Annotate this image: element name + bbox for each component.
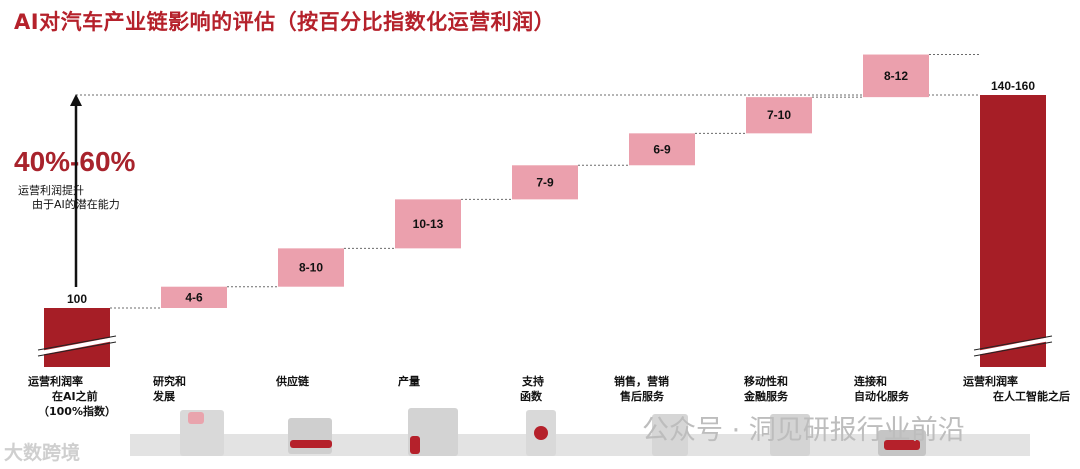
chart-title: AI对汽车产业链影响的评估（按百分比指数化运营利润）	[14, 10, 556, 34]
value-label-increment-2: 8-10	[299, 261, 323, 275]
watermark-right: 公众号 · 洞见研报行业前沿	[642, 415, 965, 446]
label-mobility: 移动性和 金融服务	[744, 374, 788, 404]
label-support-line2: 函数	[520, 390, 542, 403]
document-badge-icon	[534, 426, 548, 440]
label-start-line2: 在AI之前	[52, 390, 98, 403]
screen-icon	[188, 412, 204, 424]
label-connectivity: 连接和 自动化服务	[854, 374, 909, 404]
car-icon	[770, 414, 810, 456]
label-end: 运营利润率 在人工智能之后	[963, 374, 1070, 404]
value-label-start: 100	[67, 292, 87, 306]
label-rd-line2: 发展	[153, 390, 175, 403]
uplift-range: 40%-60%	[14, 146, 136, 177]
value-label-increment-4: 7-9	[536, 175, 554, 189]
value-label-end: 140-160	[991, 79, 1035, 93]
value-label-increment-6: 7-10	[767, 108, 791, 122]
bar-increment-4	[512, 165, 578, 200]
axis-break-line-a-1	[973, 335, 1053, 351]
bar-start	[44, 308, 110, 367]
bar-increment-6	[746, 97, 812, 134]
label-start-line1: 运营利润率	[28, 375, 83, 388]
label-rd: 研究和 发展	[153, 374, 186, 404]
robot-base-icon	[410, 436, 420, 454]
value-label-increment-5: 6-9	[653, 142, 671, 156]
axis-break-line-b-1	[973, 341, 1053, 357]
label-end-line2: 在人工智能之后	[993, 390, 1070, 403]
value-label-increment-3: 10-13	[413, 217, 444, 231]
label-connectivity-line2: 自动化服务	[854, 390, 909, 403]
sales-person-icon	[652, 414, 688, 456]
axis-break-line-a-0	[37, 335, 117, 351]
axis-break-1	[976, 337, 1050, 355]
watermark-left: 大数跨境	[4, 442, 81, 464]
bar-increment-1	[161, 286, 227, 308]
label-support-line1: 支持	[522, 375, 544, 388]
bar-end	[980, 95, 1046, 367]
uplift-desc-line1: 运营利润提升	[18, 184, 84, 197]
label-supply-chain-line1: 供应链	[276, 375, 309, 388]
bar-increment-5	[629, 133, 695, 166]
label-connectivity-line1: 连接和	[854, 375, 887, 388]
truck-stripe-icon	[290, 440, 332, 448]
bar-increment-2	[278, 248, 344, 287]
connected-car-body-icon	[884, 440, 920, 450]
uplift-arrow-head	[70, 94, 82, 106]
label-start-line3: （100%指数）	[38, 405, 116, 418]
label-mobility-line1: 移动性和	[744, 375, 788, 388]
label-support: 支持 函数	[520, 374, 544, 404]
bar-increment-7	[863, 54, 929, 98]
label-sales: 销售，营销 售后服务	[614, 374, 669, 404]
label-production: 产量	[398, 374, 420, 389]
label-production-line1: 产量	[398, 375, 420, 388]
label-supply-chain: 供应链	[276, 374, 309, 389]
label-end-line1: 运营利润率	[963, 375, 1018, 388]
label-sales-line1: 销售，营销	[614, 375, 669, 388]
label-mobility-line2: 金融服务	[744, 390, 788, 403]
axis-break-line-b-0	[37, 341, 117, 357]
label-rd-line1: 研究和	[153, 375, 186, 388]
value-label-increment-7: 8-12	[884, 69, 908, 83]
label-start: 运营利润率 在AI之前 （100%指数）	[28, 374, 116, 419]
bar-increment-3	[395, 199, 461, 249]
value-label-increment-1: 4-6	[185, 290, 203, 304]
axis-break-0	[40, 337, 114, 355]
truck-icon	[288, 418, 332, 454]
label-sales-line2: 售后服务	[620, 390, 664, 403]
